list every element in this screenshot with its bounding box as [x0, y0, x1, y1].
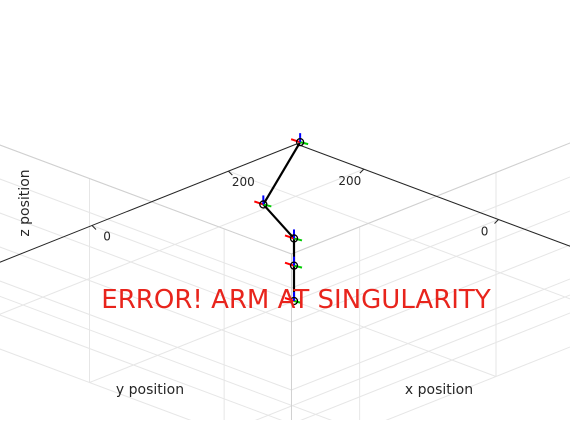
- grid-line-z: [0, 137, 291, 288]
- grid-line-z: [0, 307, 291, 420]
- grid-line-z: [291, 193, 570, 356]
- arm-link: [263, 142, 300, 204]
- x-axis-line: [0, 144, 297, 307]
- x-tick-label: 200: [232, 175, 255, 189]
- x-axis-label: x position: [405, 382, 473, 398]
- box-edge: [291, 91, 570, 254]
- y-axis-line: [297, 144, 570, 295]
- y-axis-label: y position: [116, 382, 184, 398]
- z-axis-label: z position: [17, 169, 33, 236]
- axis-labels: x position y position z position: [17, 169, 473, 398]
- singularity-error-text: ERROR! ARM AT SINGULARITY: [101, 285, 491, 315]
- arm-series: [254, 133, 308, 304]
- grid-line-z: [291, 125, 570, 288]
- y-tick-label: 200: [338, 174, 361, 188]
- grid: [0, 91, 570, 420]
- arm-link: [263, 204, 294, 238]
- grid-line-z: [0, 205, 291, 356]
- x-tick-label: 0: [103, 229, 111, 243]
- grid-line-z: [291, 91, 570, 254]
- y-tick-label: 0: [481, 224, 489, 238]
